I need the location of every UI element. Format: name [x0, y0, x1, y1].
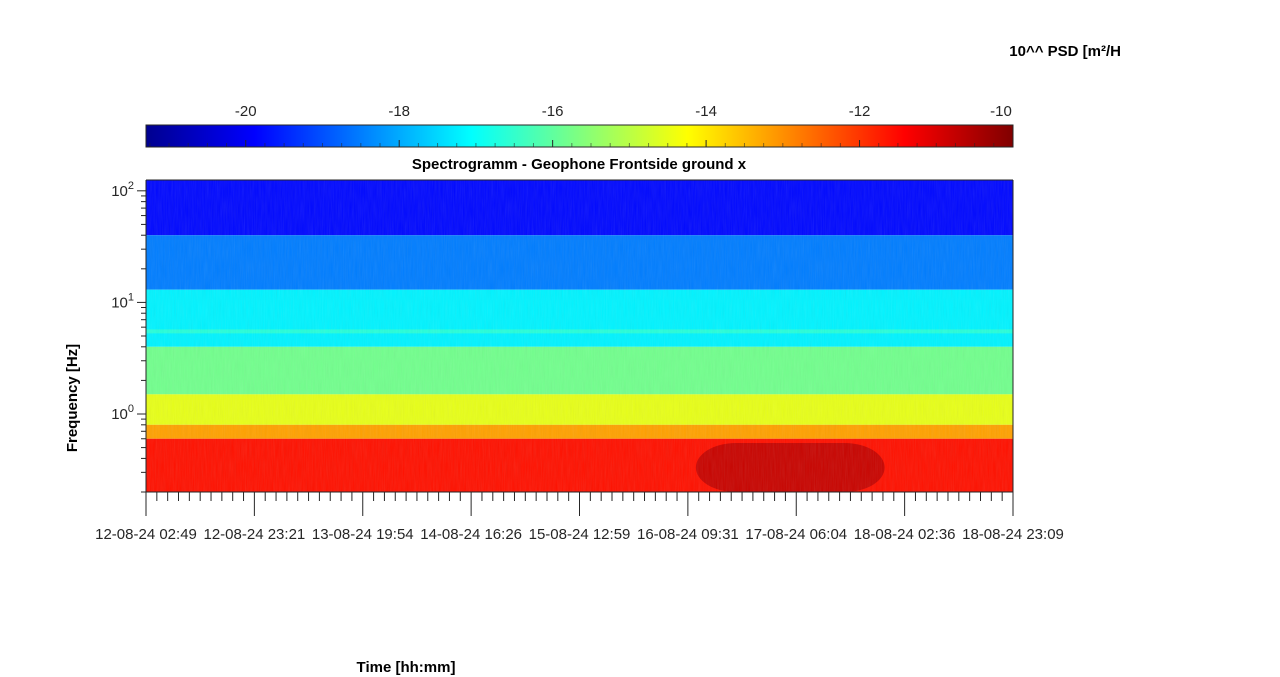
y-tick-label-0: 100 [111, 403, 134, 423]
x-tick-label-2: 13-08-24 19:54 [312, 526, 414, 543]
colorbar-tick-label-0: -20 [235, 103, 257, 120]
y-tick-label-1: 101 [111, 291, 134, 311]
colorbar-ticks: -20 -18 -16 -14 -12 -10 [149, 103, 1014, 147]
colorbar-label: 10^^ PSD [m²/H [1009, 43, 1121, 60]
x-tick-label-7: 18-08-24 02:36 [854, 526, 956, 543]
x-tick-label-4: 15-08-24 12:59 [529, 526, 631, 543]
x-tick-label-6: 17-08-24 06:04 [745, 526, 847, 543]
x-tick-label-0: 12-08-24 02:49 [95, 526, 197, 543]
x-tick-label-5: 16-08-24 09:31 [637, 526, 739, 543]
colorbar-tick-label-3: -14 [695, 103, 717, 120]
colorbar-tick-label-1: -18 [388, 103, 410, 120]
y-axis: 100 101 102 [111, 179, 1014, 493]
heatmap-texture [146, 180, 1013, 492]
x-axis: 12-08-24 02:49 12-08-24 23:21 13-08-24 19:… [95, 491, 1064, 543]
y-tick-label-2: 102 [111, 180, 134, 200]
colorbar-gradient [145, 124, 1014, 148]
x-tick-label-1: 12-08-24 23:21 [204, 526, 306, 543]
chart-title: Spectrogramm - Geophone Frontside ground… [412, 156, 747, 173]
x-axis-label: Time [hh:mm] [357, 659, 456, 676]
x-tick-label-8: 18-08-24 23:09 [962, 526, 1064, 543]
x-tick-label-3: 14-08-24 16:26 [420, 526, 522, 543]
plot-area: 100 101 102 12-08-24 02:49 12-08-24 23:21 13… [95, 179, 1064, 543]
colorbar-tick-label-4: -12 [849, 103, 871, 120]
colorbar-tick-label-5: -10 [990, 103, 1012, 120]
colorbar-tick-label-2: -16 [542, 103, 564, 120]
y-axis-label: Frequency [Hz] [64, 344, 81, 452]
colorbar: -20 -18 -16 -14 -12 -10 [145, 103, 1014, 148]
